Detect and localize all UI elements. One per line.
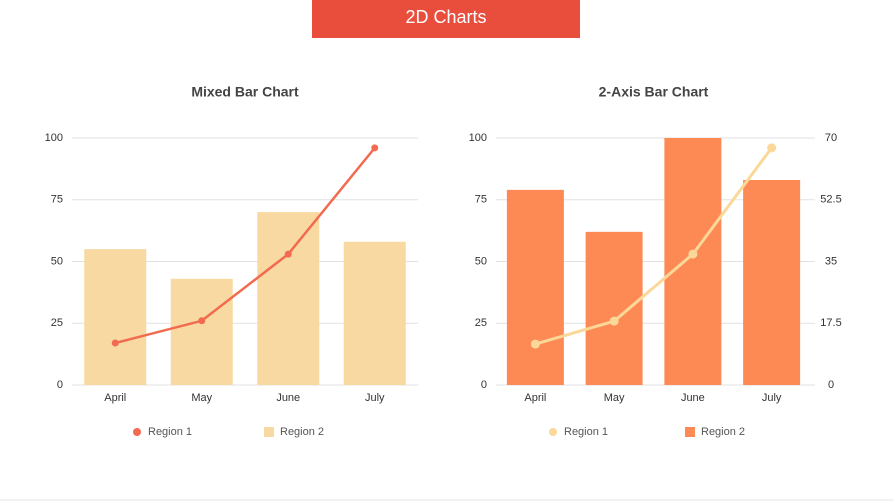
line-point — [530, 339, 540, 349]
header-banner — [312, 0, 580, 38]
y-tick-label: 75 — [51, 194, 63, 206]
y2-tick-label: 70 — [825, 132, 837, 144]
x-tick-label: May — [191, 392, 212, 404]
y-tick-label: 0 — [481, 379, 487, 391]
y-tick-label: 100 — [45, 132, 63, 144]
y2-tick-label: 17.5 — [820, 317, 841, 329]
line — [114, 147, 376, 345]
line-point — [111, 339, 119, 347]
legend-marker — [685, 427, 695, 437]
y-tick-label: 50 — [51, 255, 63, 267]
bar — [170, 278, 233, 385]
bar — [664, 138, 722, 385]
chart-title: Mixed Bar Chart — [191, 84, 299, 100]
y2-tick-label: 35 — [825, 255, 837, 267]
y2-tick-label: 52.5 — [820, 194, 841, 206]
x-tick-label: July — [762, 392, 782, 404]
chart-title: 2-Axis Bar Chart — [599, 84, 709, 100]
line — [534, 146, 773, 346]
x-tick-label: June — [276, 392, 300, 404]
legend-marker — [133, 428, 141, 436]
x-tick-label: April — [524, 392, 546, 404]
bar — [343, 241, 406, 385]
y-tick-label: 0 — [57, 379, 63, 391]
line-point — [767, 143, 777, 153]
legend-marker — [264, 427, 274, 437]
line-point — [688, 249, 698, 259]
bar — [257, 212, 320, 385]
y-tick-label: 25 — [475, 317, 487, 329]
line-point — [198, 317, 206, 325]
x-tick-label: May — [604, 392, 625, 404]
x-tick-label: July — [365, 392, 385, 404]
legend-marker — [549, 428, 557, 436]
x-tick-label: June — [681, 392, 705, 404]
header-title: 2D Charts — [405, 7, 486, 27]
legend-label: Region 2 — [280, 426, 324, 438]
x-tick-label: April — [104, 392, 126, 404]
line-point — [609, 316, 619, 326]
line-point — [371, 144, 379, 152]
legend-label: Region 1 — [564, 426, 608, 438]
y-tick-label: 75 — [475, 194, 487, 206]
bar — [84, 249, 147, 385]
bar — [506, 189, 564, 385]
bar — [585, 231, 643, 385]
bar — [743, 179, 801, 385]
y-tick-label: 100 — [469, 132, 487, 144]
y-tick-label: 25 — [51, 317, 63, 329]
y-tick-label: 50 — [475, 255, 487, 267]
y2-tick-label: 0 — [828, 379, 834, 391]
legend-label: Region 1 — [148, 426, 192, 438]
legend-label: Region 2 — [701, 426, 745, 438]
line-point — [284, 250, 292, 258]
